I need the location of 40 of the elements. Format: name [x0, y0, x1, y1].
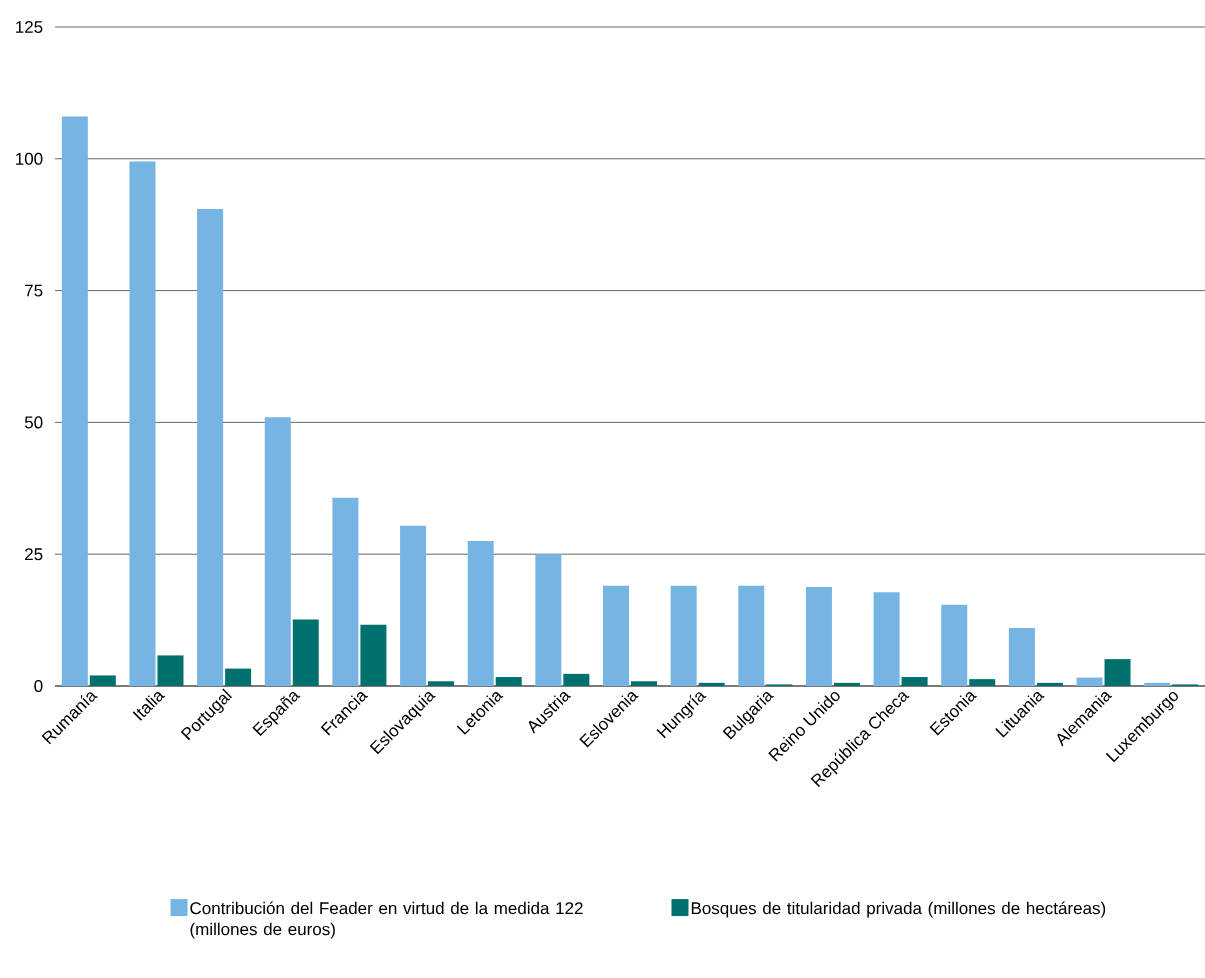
legend-label: Contribución del Feader en virtud de la medida 122 (millones de euros)	[190, 901, 583, 939]
bar	[400, 525, 427, 686]
y-tick-label: 100	[16, 152, 43, 165]
bar	[873, 592, 900, 686]
y-tick-label: 75	[25, 284, 43, 297]
bar	[941, 604, 968, 686]
bar	[332, 497, 359, 686]
bar	[264, 417, 291, 686]
bar	[1008, 628, 1035, 686]
bar	[563, 673, 590, 686]
bar	[901, 677, 928, 686]
bar	[805, 586, 832, 686]
bar	[535, 554, 562, 686]
bar	[698, 682, 725, 686]
bar	[1144, 682, 1171, 686]
bar	[495, 677, 522, 686]
bar	[292, 619, 319, 686]
bar	[969, 679, 996, 686]
legend-label: Bosques de titularidad privada (millones de hectáreas)	[691, 901, 1106, 918]
bar	[467, 541, 494, 686]
bar	[197, 208, 224, 686]
bar	[670, 585, 697, 686]
y-tick-label: 125	[16, 20, 43, 34]
bar	[157, 655, 184, 686]
bar	[833, 682, 860, 686]
bar	[428, 681, 455, 686]
bar	[1036, 682, 1063, 686]
bar	[61, 116, 88, 686]
y-tick-label: 25	[25, 548, 43, 561]
bar	[360, 624, 387, 686]
bar	[603, 585, 629, 686]
bar	[1104, 659, 1131, 686]
bar	[738, 585, 765, 686]
y-tick-label: 50	[24, 416, 43, 429]
bar	[1076, 677, 1103, 686]
bar	[89, 675, 116, 686]
bar	[129, 161, 156, 686]
y-tick-label: 0	[34, 679, 43, 693]
bar	[631, 681, 657, 686]
bar	[225, 668, 252, 686]
